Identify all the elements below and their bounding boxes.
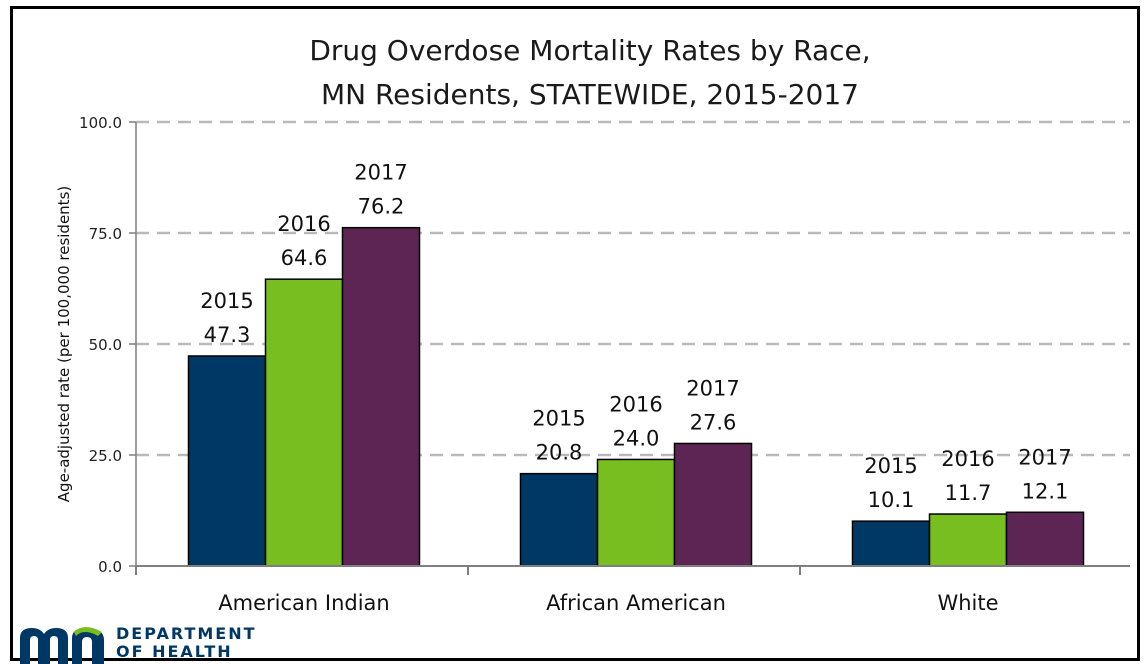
data-label-series: 2016 (277, 212, 330, 236)
data-label-series: 2015 (200, 289, 253, 313)
data-label-series: 2017 (354, 161, 407, 185)
data-label-value: 11.7 (945, 481, 992, 505)
data-label-value: 76.2 (358, 195, 405, 219)
category-label: American Indian (218, 591, 389, 615)
chart-title-line-2: MN Residents, STATEWIDE, 2015-2017 (321, 78, 859, 111)
department-of-health-text: DEPARTMENT OF HEALTH (116, 625, 257, 661)
y-tick-label: 75.0 (89, 225, 122, 243)
data-label-value: 20.8 (536, 441, 583, 465)
logo-line-1: DEPARTMENT (116, 625, 257, 643)
data-label-series: 2016 (941, 447, 994, 471)
y-tick-label: 100.0 (79, 114, 122, 132)
bar-2017-white (1007, 512, 1084, 566)
bar-2016-african-american (598, 459, 675, 566)
y-tick-label: 25.0 (89, 447, 122, 465)
y-axis-label: Age-adjusted rate (per 100,000 residents… (55, 186, 73, 502)
y-tick-label: 0.0 (98, 558, 122, 576)
data-label-series: 2017 (1018, 445, 1071, 469)
y-tick-labels: 0.0 25.0 50.0 75.0 100.0 (79, 114, 122, 576)
data-label-series: 2015 (864, 454, 917, 478)
bar-2016-white (930, 514, 1007, 566)
logo-line-2: OF HEALTH (116, 643, 257, 661)
data-label-series: 2015 (532, 407, 585, 431)
data-label-value: 27.6 (690, 410, 737, 434)
mn-logo-icon (18, 624, 110, 664)
bar-2016-american-indian (266, 279, 343, 566)
y-tick-label: 50.0 (89, 336, 122, 354)
bar-2015-white (853, 521, 930, 566)
data-label-value: 64.6 (281, 246, 328, 270)
data-label-value: 10.1 (868, 488, 915, 512)
data-label-series: 2016 (609, 392, 662, 416)
category-label: White (937, 591, 998, 615)
data-label-value: 24.0 (613, 426, 660, 450)
chart-title-line-1: Drug Overdose Mortality Rates by Race, (309, 34, 870, 67)
bar-2017-african-american (675, 443, 752, 566)
bar-2017-american-indian (343, 228, 420, 566)
category-label: African American (546, 591, 726, 615)
data-label-series: 2017 (686, 376, 739, 400)
data-label-value: 47.3 (204, 323, 251, 347)
category-labels: American Indian African American White (218, 591, 998, 615)
bar-2015-american-indian (189, 356, 266, 566)
data-label-value: 12.1 (1022, 479, 1069, 503)
bar-2015-african-american (521, 474, 598, 566)
logo-m-mark (20, 628, 68, 664)
